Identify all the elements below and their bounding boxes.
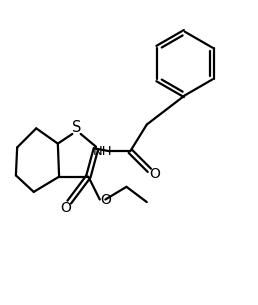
Text: S: S <box>72 120 82 135</box>
Text: O: O <box>60 201 71 215</box>
Text: O: O <box>100 192 111 206</box>
Text: NH: NH <box>93 145 112 158</box>
Text: O: O <box>149 167 160 181</box>
